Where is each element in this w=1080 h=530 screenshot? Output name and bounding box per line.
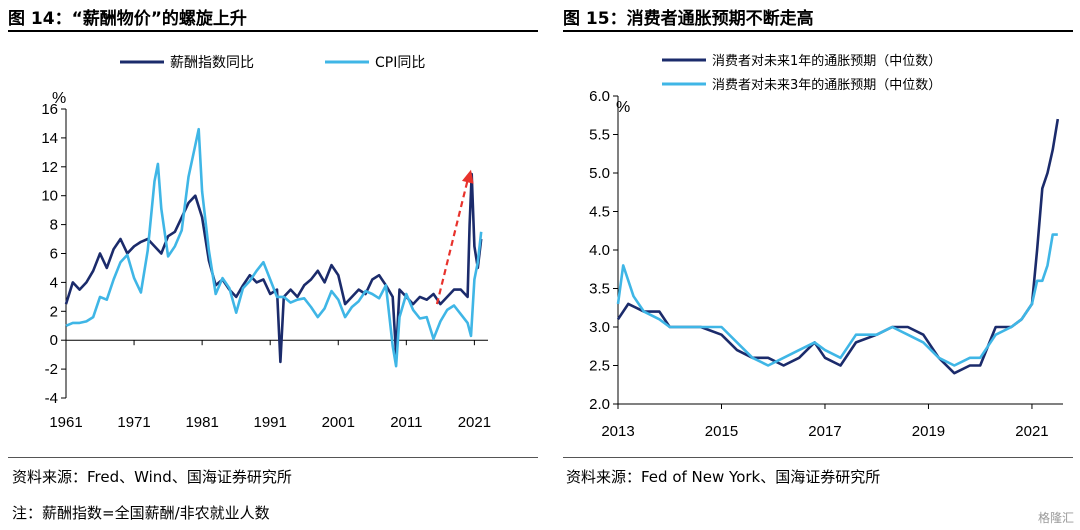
- figure14-title: 图 14：“薪酬物价”的螺旋上升: [8, 9, 247, 29]
- fig14-y-tick-label: 12: [41, 159, 58, 176]
- fig15-legend-label-1: 消费者对未来1年的通胀预期（中位数）: [712, 53, 941, 69]
- fig15-y-tick-label: 2.0: [589, 396, 610, 413]
- fig14-y-tick-label: -2: [45, 361, 58, 378]
- fig14-y-unit-label: %: [52, 90, 66, 107]
- fig14-y-tick-label: 4: [50, 274, 58, 291]
- fig14-y-tick-label: 10: [41, 188, 58, 205]
- fig15-y-unit-label: %: [616, 99, 630, 116]
- fig15-x-tick-label: 2015: [705, 423, 738, 440]
- fig15-x-tick-label: 2013: [601, 423, 634, 440]
- fig14-x-tick-label: 1971: [117, 414, 150, 431]
- fig14-y-tick-label: -4: [45, 390, 58, 407]
- figure15-title: 图 15：消费者通胀预期不断走高: [563, 9, 814, 29]
- fig14-y-tick-label: 16: [41, 101, 58, 118]
- figure15-title-rule: [563, 30, 1073, 32]
- watermark-logo: 格隆汇: [1037, 511, 1074, 525]
- fig14-x-tick-label: 2001: [322, 414, 355, 431]
- fig14-x-tick-label: 1991: [254, 414, 287, 431]
- fig14-legend-label-1: 薪酬指数同比: [170, 55, 254, 71]
- fig14-annotation-arrow-head: [461, 169, 474, 184]
- fig15-legend-label-2: 消费者对未来3年的通胀预期（中位数）: [712, 77, 941, 93]
- fig15-y-tick-label: 5.5: [589, 127, 610, 144]
- fig15-y-tick-label: 2.5: [589, 358, 610, 375]
- fig15-y-tick-label: 5.0: [589, 165, 610, 182]
- fig14-series-line-1: [64, 172, 483, 364]
- fig15-y-tick-label: 4.5: [589, 204, 610, 221]
- fig14-x-tick-label: 2021: [458, 414, 491, 431]
- fig14-x-tick-label: 2011: [390, 414, 422, 431]
- fig15-series-line-2: [616, 233, 1058, 367]
- fig15-y-tick-label: 3.0: [589, 319, 610, 336]
- fig15-x-tick-label: 2019: [912, 423, 945, 440]
- figure14-source: 资料来源：Fred、Wind、国海证券研究所: [12, 468, 292, 486]
- fig15-y-tick-label: 6.0: [589, 88, 610, 105]
- fig14-y-tick-label: 0: [50, 332, 58, 349]
- fig14-y-tick-label: 8: [50, 217, 58, 234]
- fig14-x-tick-label: 1981: [185, 414, 218, 431]
- fig14-annotation-arrow-shaft: [435, 178, 470, 305]
- fig15-y-tick-label: 4.0: [589, 242, 610, 259]
- figure14-title-rule: [8, 30, 538, 32]
- fig14-series-line-2: [65, 127, 483, 368]
- fig14-y-tick-label: 14: [41, 130, 58, 147]
- fig15-x-tick-label: 2021: [1015, 423, 1048, 440]
- fig14-legend-label-2: CPI同比: [375, 55, 425, 71]
- figure15-source-rule: [563, 457, 1073, 458]
- fig14-y-tick-label: 2: [50, 303, 58, 320]
- fig14-y-tick-label: 6: [50, 246, 58, 263]
- fig14-x-tick-label: 1961: [49, 414, 82, 431]
- fig15-series-line-1: [616, 118, 1060, 375]
- figure15-source: 资料来源：Fed of New York、国海证券研究所: [566, 468, 881, 486]
- figure14-source-rule: [8, 457, 538, 458]
- fig15-x-tick-label: 2017: [808, 423, 841, 440]
- figure14-note: 注：薪酬指数=全国薪酬/非农就业人数: [12, 504, 270, 522]
- fig15-y-tick-label: 3.5: [589, 281, 610, 298]
